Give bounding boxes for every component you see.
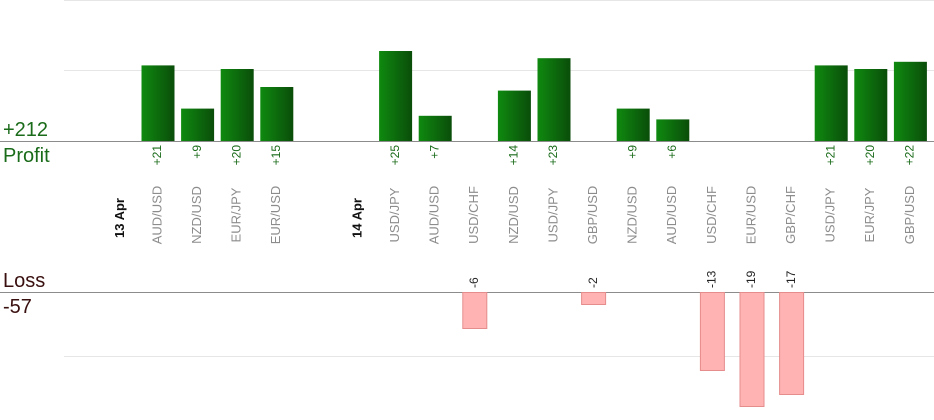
- pair-label: GBP/USD: [902, 186, 917, 245]
- pair-label: USD/JPY: [387, 187, 402, 242]
- pair-label: NZD/USD: [625, 186, 640, 244]
- loss-bar: [739, 292, 765, 407]
- value-label: +21: [150, 145, 164, 166]
- profit-bar: [379, 51, 413, 141]
- profit-bar: [141, 65, 175, 141]
- labels: 13 Apr +21 AUD/USD +9 NZD/USD +20 EUR/JPY +15 EU…: [112, 145, 917, 288]
- profit-bar: [893, 61, 927, 141]
- value-label: -6: [467, 277, 481, 288]
- value-label: +25: [388, 145, 402, 166]
- pair-label: USD/JPY: [545, 187, 560, 242]
- pair-label: NZD/USD: [189, 186, 204, 244]
- profit-total: +212: [3, 119, 49, 141]
- value-label: -19: [744, 270, 758, 288]
- date-label: 14 Apr: [349, 198, 364, 238]
- pair-label: EUR/USD: [268, 186, 283, 245]
- value-label: -17: [784, 270, 798, 288]
- pair-label: GBP/CHF: [783, 186, 798, 244]
- profit-bar: [181, 108, 215, 141]
- loss-bar: [581, 292, 607, 305]
- loss-label: Loss: [3, 270, 46, 292]
- pair-label: USD/JPY: [823, 187, 838, 242]
- profit-bar: [854, 69, 888, 141]
- value-label: +21: [823, 145, 837, 166]
- pair-label: AUD/USD: [149, 186, 164, 245]
- value-label: +23: [546, 145, 560, 166]
- value-label: +9: [625, 145, 639, 159]
- profit-bar: [497, 90, 531, 141]
- loss-bar: [462, 292, 488, 329]
- pair-label: AUD/USD: [427, 186, 442, 245]
- value-label: +15: [269, 145, 283, 166]
- pair-label: AUD/USD: [664, 186, 679, 245]
- profit-bar: [616, 108, 650, 141]
- loss-bar: [779, 292, 805, 395]
- date-label: 13 Apr: [112, 198, 127, 238]
- pair-label: EUR/JPY: [229, 187, 244, 242]
- pair-label: EUR/USD: [743, 186, 758, 245]
- pair-label: GBP/USD: [585, 186, 600, 245]
- pair-label: USD/CHF: [704, 186, 719, 244]
- profit-bar: [814, 65, 848, 141]
- value-label: +6: [665, 145, 679, 159]
- value-label: -2: [586, 277, 600, 288]
- value-label: +20: [863, 145, 877, 166]
- value-label: +9: [190, 145, 204, 159]
- bars: [141, 51, 927, 407]
- profit-bar: [220, 69, 254, 141]
- pair-label: NZD/USD: [506, 186, 521, 244]
- value-label: +14: [507, 145, 521, 166]
- pair-label: EUR/JPY: [862, 187, 877, 242]
- profit-bar: [418, 115, 452, 141]
- pair-label: USD/CHF: [466, 186, 481, 244]
- value-label: +22: [903, 145, 917, 166]
- profit-label: Profit: [3, 145, 50, 167]
- value-label: -13: [705, 270, 719, 288]
- loss-bar: [699, 292, 725, 371]
- profit-bar: [537, 58, 571, 142]
- loss-total: -57: [3, 296, 32, 318]
- profit-bar: [656, 119, 690, 141]
- profit-bar: [260, 87, 294, 141]
- value-label: +7: [427, 145, 441, 159]
- value-label: +20: [229, 145, 243, 166]
